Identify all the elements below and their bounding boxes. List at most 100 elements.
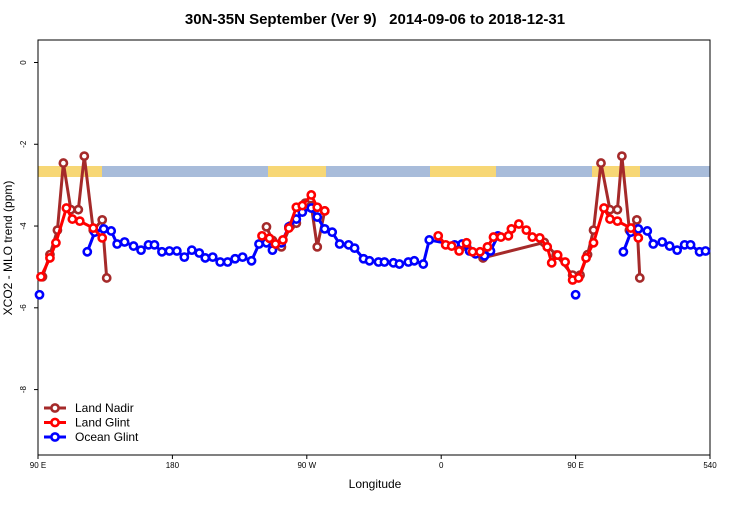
point	[506, 223, 517, 234]
point	[552, 250, 563, 260]
point	[179, 252, 190, 263]
point	[88, 223, 99, 233]
point	[297, 200, 308, 211]
point	[605, 214, 615, 224]
point	[527, 232, 538, 242]
point	[312, 202, 323, 213]
point	[97, 232, 108, 243]
point	[74, 216, 85, 227]
point	[642, 226, 653, 236]
point	[588, 237, 599, 248]
point	[379, 257, 390, 267]
point	[496, 232, 506, 242]
land-band	[38, 166, 102, 177]
point	[222, 257, 233, 267]
point	[685, 239, 696, 250]
point	[79, 151, 90, 162]
point	[327, 227, 338, 238]
point	[171, 246, 182, 256]
point	[616, 151, 627, 162]
land-band	[268, 166, 326, 177]
point	[112, 239, 123, 249]
land-ocean-band	[38, 166, 710, 177]
point	[612, 216, 623, 227]
point	[186, 245, 197, 256]
point	[128, 241, 139, 251]
land-band	[430, 166, 496, 177]
point	[700, 246, 711, 256]
x-tick-label: 0	[439, 461, 444, 470]
point	[61, 203, 72, 213]
point	[618, 246, 629, 257]
point	[101, 273, 112, 283]
point	[106, 226, 117, 236]
x-tick-label: 540	[703, 461, 717, 470]
point	[73, 204, 84, 215]
legend-label: Land Glint	[75, 416, 130, 430]
point	[270, 239, 281, 249]
y-tick-label: -8	[19, 385, 28, 393]
point	[581, 253, 591, 263]
legend-marker	[50, 403, 60, 413]
point	[633, 223, 644, 234]
legend-marker	[50, 432, 60, 442]
x-tick-label: 90 E	[30, 461, 46, 470]
point	[149, 239, 160, 250]
point	[319, 206, 330, 216]
point	[349, 243, 360, 254]
point	[237, 252, 248, 263]
x-axis-label: Longitude	[349, 477, 402, 491]
y-axis-label: XCO2 - MLO trend (ppm)	[1, 181, 15, 316]
point	[264, 233, 275, 244]
point	[215, 257, 226, 267]
point	[257, 230, 267, 241]
point	[596, 158, 606, 168]
point	[312, 212, 323, 222]
point	[672, 245, 683, 256]
point	[521, 225, 532, 236]
point	[633, 232, 644, 243]
point	[461, 237, 472, 248]
point	[157, 246, 167, 257]
point	[657, 237, 668, 247]
y-tick-label: -2	[19, 140, 28, 148]
point	[34, 289, 45, 300]
x-tick-label: 90 W	[297, 461, 316, 470]
point	[194, 248, 205, 258]
point	[573, 273, 584, 283]
point	[631, 215, 642, 225]
point	[570, 289, 581, 300]
point	[542, 241, 553, 252]
point	[364, 255, 375, 266]
point	[648, 239, 659, 249]
series-line	[39, 192, 640, 282]
legend-marker	[50, 417, 60, 428]
point	[58, 158, 69, 168]
plot-frame	[37, 39, 711, 456]
point	[82, 246, 93, 257]
point	[534, 232, 545, 243]
point	[278, 235, 288, 245]
point	[446, 241, 457, 251]
x-tick-label: 180	[166, 461, 180, 470]
point	[409, 255, 420, 266]
point	[36, 271, 46, 282]
point	[67, 214, 78, 224]
point	[283, 223, 294, 233]
point	[560, 257, 571, 267]
point	[475, 246, 485, 257]
point	[306, 190, 317, 200]
point	[207, 252, 218, 263]
legend-label: Ocean Glint	[75, 430, 139, 444]
point	[254, 239, 264, 249]
legend-label: Land Nadir	[75, 401, 134, 415]
point	[513, 219, 524, 229]
point	[424, 235, 435, 245]
y-tick-label: 0	[19, 60, 28, 65]
point	[418, 259, 429, 269]
land-band	[592, 166, 640, 177]
point	[467, 246, 478, 257]
point	[119, 237, 130, 247]
point	[246, 255, 257, 266]
